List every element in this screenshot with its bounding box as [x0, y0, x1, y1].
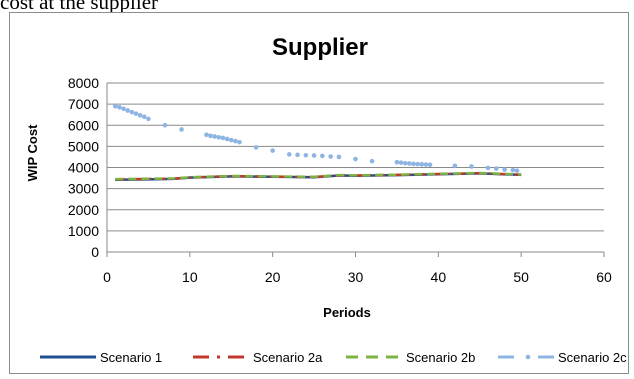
scenario-2c-point	[162, 122, 168, 128]
chart-title: Supplier	[272, 34, 368, 61]
scenario-2c-point	[510, 167, 516, 173]
scenario-2c-point	[407, 161, 412, 166]
y-tick-label-7000: 7000	[68, 96, 99, 112]
scenario-2c-point	[469, 164, 474, 169]
legend-label-scenario-2c: Scenario 2c	[558, 350, 627, 365]
supplier-chart: 0 1000 2000 3000 4000 5000 6000 7000 8000 0 10 20 30…	[25, 34, 627, 365]
x-tick-label-10: 10	[182, 269, 198, 285]
scenario-2c-point	[133, 111, 139, 116]
scenario-2c-point	[121, 106, 126, 112]
scenario-2c-point	[394, 159, 400, 165]
scenario-2b-line	[115, 171, 522, 181]
legend: Scenario 1 Scenario 2a Scenario 2b Scenario…	[40, 350, 627, 365]
scenario-2c-point	[402, 160, 408, 166]
scenario-2c-point	[212, 134, 217, 139]
scenario-2c-point	[125, 108, 131, 113]
y-tick-label-4000: 4000	[68, 160, 99, 176]
y-tick-label-6000: 6000	[68, 117, 99, 133]
scenario-2c-point	[419, 162, 425, 167]
scenario-2c-point	[295, 152, 300, 158]
scenario-2c-point	[452, 163, 458, 169]
scenario-2c-point	[514, 168, 520, 173]
scenario-2c-point	[427, 162, 433, 168]
grid-lines	[107, 82, 604, 253]
scenario-2c-point	[286, 152, 292, 157]
scenario-2c-point	[311, 153, 317, 158]
x-tick-label-40: 40	[431, 269, 447, 285]
x-tick-label-30: 30	[348, 269, 364, 285]
x-tick-label-0: 0	[103, 269, 111, 285]
scenario-2c-point	[112, 103, 118, 109]
y-tick-label-0: 0	[91, 244, 99, 260]
scenario-2c-point	[137, 113, 143, 118]
y-axis-title: WIP Cost	[25, 124, 40, 181]
x-tick-label-60: 60	[596, 269, 612, 285]
scenario-2c-point	[485, 165, 491, 171]
scenario-2c-point	[423, 162, 429, 167]
scenario-2c-point	[494, 166, 499, 171]
scenario-2c-point	[237, 139, 242, 145]
series-layer	[112, 103, 522, 182]
scenario-2c-point	[369, 158, 375, 164]
scenario-2c-point	[129, 109, 135, 115]
y-tick-label-8000: 8000	[68, 75, 99, 91]
axes: 0 1000 2000 3000 4000 5000 6000 7000 8000 0 10 20 30…	[68, 75, 612, 285]
scenario-2c-point	[204, 132, 209, 138]
y-tick-label-1000: 1000	[68, 223, 99, 239]
scenario-2c-point	[233, 138, 238, 144]
scenario-2c-point	[220, 135, 226, 141]
scenario-2c-point	[320, 153, 325, 159]
x-axis-title: Periods	[323, 305, 371, 320]
scenario-2c-point	[179, 127, 184, 132]
scenario-2c-point	[253, 145, 259, 150]
scenario-2c-point	[415, 161, 420, 167]
scenario-2c-point	[411, 161, 416, 167]
scenario-2c-point	[353, 156, 358, 162]
scenario-2c-point	[141, 114, 147, 120]
scenario-2c-point	[336, 154, 342, 160]
scenario-2c-point	[216, 134, 222, 140]
x-tick-label-50: 50	[513, 269, 529, 285]
chart-frame: 0 1000 2000 3000 4000 5000 6000 7000 8000 0 10 20 30…	[9, 12, 629, 374]
scenario-2c-point	[270, 148, 275, 153]
scenario-2c-point	[328, 154, 333, 159]
scenario-2c-point	[208, 133, 213, 139]
document-text: cost at the supplier	[0, 0, 159, 14]
scenario-2c-point	[224, 136, 230, 142]
scenario-2c-point	[117, 104, 122, 110]
legend-label-scenario-1: Scenario 1	[100, 350, 162, 365]
scenario-2c-point	[146, 116, 151, 122]
y-tick-label-2000: 2000	[68, 202, 99, 218]
legend-label-scenario-2b: Scenario 2b	[406, 350, 475, 365]
y-tick-label-5000: 5000	[68, 138, 99, 154]
scenario-2c-point	[228, 137, 234, 143]
scenario-2a-line	[115, 171, 522, 181]
scenario-2c-point	[398, 160, 404, 165]
x-tick-label-20: 20	[265, 269, 281, 285]
legend-label-scenario-2a: Scenario 2a	[253, 350, 323, 365]
scenario-2c-point	[303, 152, 309, 158]
scenario-2c-point	[502, 167, 507, 172]
legend-swatch-dot-scenario-2c	[525, 354, 531, 360]
y-tick-label-3000: 3000	[68, 181, 99, 197]
